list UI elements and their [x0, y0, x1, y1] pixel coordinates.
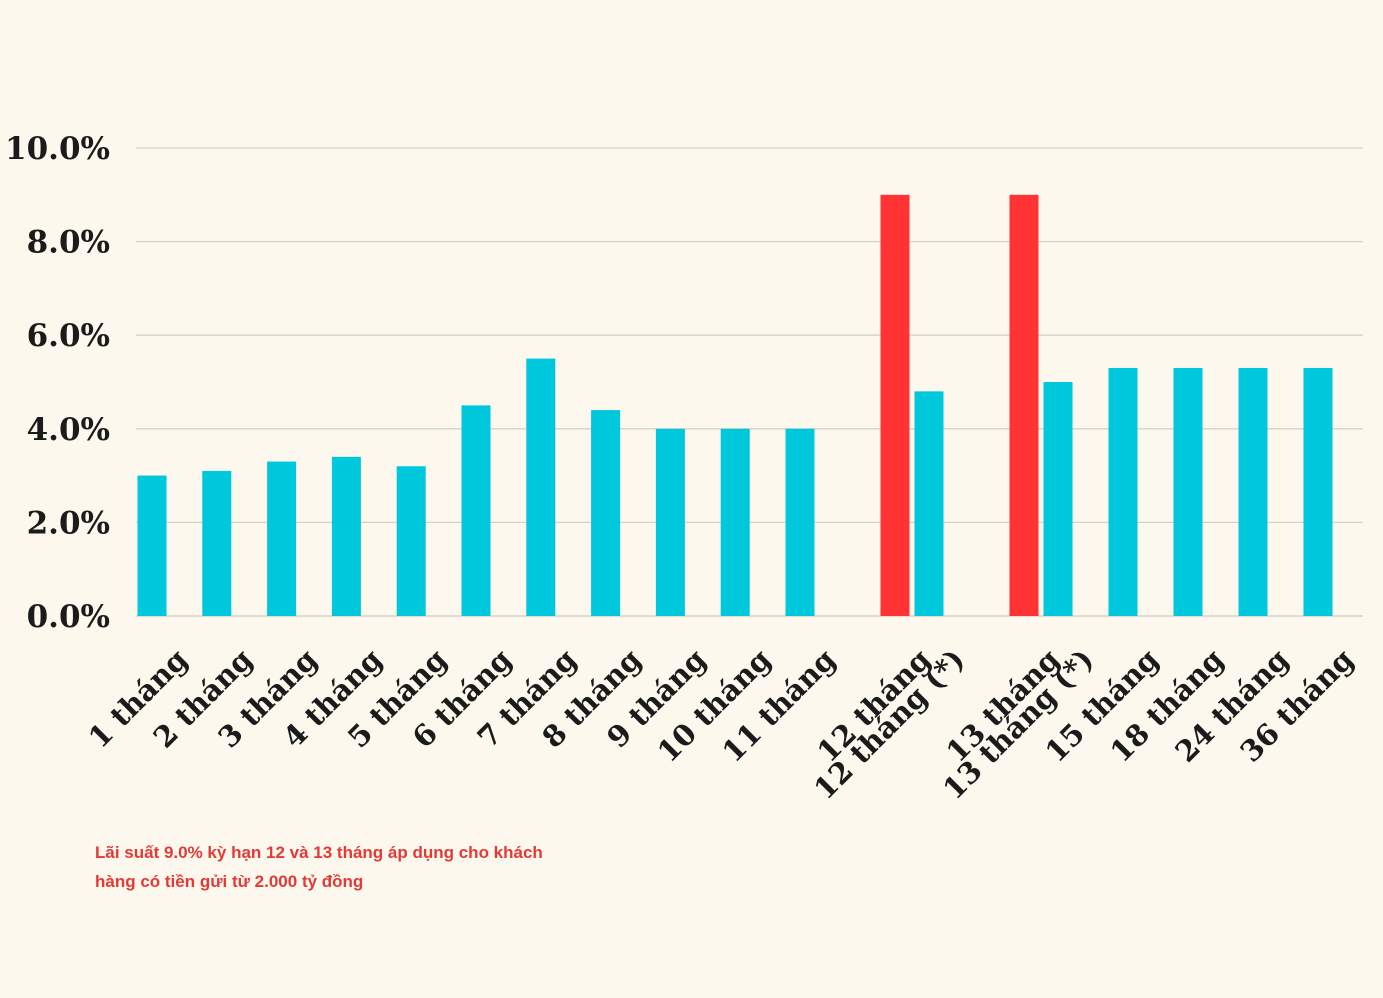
bar — [202, 470, 232, 616]
bar — [137, 475, 167, 616]
bar — [591, 410, 621, 616]
bar — [1009, 194, 1039, 617]
y-tick-label: 0.0% — [27, 599, 110, 635]
bar — [331, 456, 361, 616]
bar — [785, 428, 815, 616]
bar — [1173, 367, 1203, 616]
y-tick-label: 6.0% — [27, 318, 110, 354]
bar — [914, 391, 944, 616]
bar — [1108, 367, 1138, 616]
footnote-line-1: Lãi suất 9.0% kỳ hạn 12 và 13 tháng áp d… — [95, 843, 543, 862]
bar — [880, 194, 910, 617]
bars — [137, 194, 1333, 617]
y-tick-label: 10.0% — [5, 131, 110, 167]
footnote-line-2: hàng có tiền gửi từ 2.000 tỷ đồng — [95, 872, 364, 891]
bar — [396, 466, 426, 616]
bar — [1238, 367, 1268, 616]
y-tick-label: 2.0% — [27, 505, 110, 541]
bar — [267, 461, 297, 616]
footnote: Lãi suất 9.0% kỳ hạn 12 và 13 tháng áp d… — [95, 838, 615, 896]
bar — [526, 358, 556, 616]
bar — [1043, 382, 1073, 616]
bar — [720, 428, 750, 616]
y-axis-ticks: 0.0% 2.0% 4.0% 6.0% 8.0% 10.0% — [5, 131, 110, 635]
bar — [1303, 367, 1333, 616]
y-tick-label: 8.0% — [27, 225, 110, 261]
bar — [461, 405, 491, 616]
bar — [655, 428, 685, 616]
y-tick-label: 4.0% — [27, 412, 110, 448]
